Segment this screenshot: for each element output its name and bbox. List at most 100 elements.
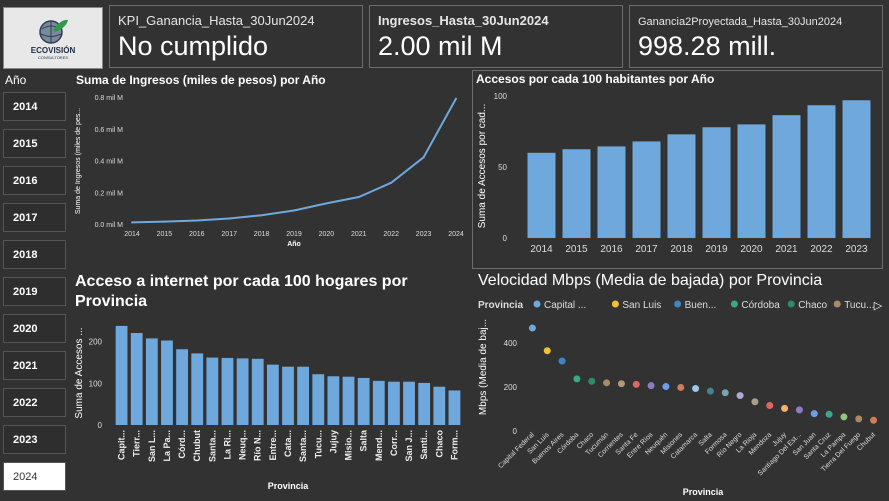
hogares-chart-title: Acceso a internet por cada 100 hogares p… [75, 273, 408, 310]
scatter-point [706, 387, 714, 395]
y-tick-label: 0.0 mil M [95, 222, 124, 229]
year-option-2020[interactable]: 2020 [3, 314, 66, 343]
x-tick-label: 2021 [351, 231, 367, 238]
year-option-2023[interactable]: 2023 [3, 425, 66, 454]
velocidad-scatter-chart: Provincia Capital ... San Luis Buen... Córdo… [478, 300, 883, 497]
scatter-point [528, 324, 536, 332]
legend-entry: Tucu... [844, 300, 874, 311]
x-tick-label: Santi... [419, 430, 429, 460]
scatter-point [855, 415, 863, 423]
bar-province [403, 381, 415, 425]
y-axis-label: Mbps (Media de baj... [478, 319, 489, 415]
year-option-2017[interactable]: 2017 [3, 203, 66, 232]
scatter-point [692, 385, 700, 393]
bar-2019 [702, 127, 731, 238]
kpi-title: Ganancia2Proyectada_Hasta_30Jun2024 [638, 16, 843, 28]
bar-province [145, 338, 158, 425]
bar-province [130, 332, 143, 425]
scatter-point [632, 380, 640, 388]
scatter-point [810, 410, 818, 418]
y-tick-label: 0.4 mil M [95, 159, 124, 166]
bar-province [282, 366, 294, 425]
y-tick-label: 200 [504, 383, 518, 392]
x-tick-label: Jujuy [328, 430, 338, 454]
globe-icon [39, 19, 68, 44]
x-tick-label: Río N... [253, 430, 263, 461]
bar-province [312, 374, 325, 425]
year-option-2016[interactable]: 2016 [3, 166, 66, 195]
x-tick-label: Form... [449, 430, 459, 460]
bar-province [251, 358, 264, 425]
accesos-habitantes-frame [472, 70, 883, 269]
bar-province [357, 377, 370, 425]
bar-2017 [632, 141, 661, 238]
scatter-point [558, 357, 566, 365]
year-option-2014[interactable]: 2014 [3, 92, 66, 121]
ingresos-series-line [131, 98, 457, 224]
x-tick-label: 2016 [189, 231, 205, 238]
scatter-point [825, 410, 833, 418]
bar-province [115, 325, 128, 425]
scatter-point [647, 382, 655, 390]
y-tick-label: 200 [89, 338, 103, 347]
legend-entry: Córdoba [741, 300, 780, 311]
legend-entry: Chaco [798, 300, 827, 311]
year-option-2022[interactable]: 2022 [3, 388, 66, 417]
x-tick-label: Neuq... [238, 430, 248, 460]
bar-province [327, 376, 340, 425]
line-point [390, 181, 393, 184]
kpi-card-ganancia: KPI_Ganancia_Hasta_30Jun2024 No cumplido [109, 5, 363, 68]
legend-next-icon[interactable]: ▷ [874, 300, 883, 312]
x-tick-label: 2021 [775, 244, 798, 255]
x-tick-label: San J... [404, 430, 414, 462]
x-tick-label: 2018 [670, 244, 693, 255]
accesos-habitantes-title: Accesos por cada 100 habitantes por Año [476, 72, 715, 86]
x-tick-label: Chubut [192, 430, 202, 462]
x-tick-label: 2014 [530, 244, 553, 255]
x-tick-label: La Ri... [222, 430, 232, 460]
x-tick-label: 2022 [383, 231, 399, 238]
x-tick-label: Cata... [283, 430, 293, 457]
year-option-2015[interactable]: 2015 [3, 129, 66, 158]
legend-marker [787, 300, 795, 308]
y-axis-label: Suma de Accesos ... [74, 327, 85, 418]
x-axis-label: Provincia [683, 487, 725, 497]
x-tick-label: La Pa... [162, 430, 172, 462]
bar-province [221, 357, 234, 425]
y-tick-label: 400 [504, 339, 518, 348]
x-tick-label: 2020 [740, 244, 763, 255]
bar-province [448, 390, 461, 425]
bar-2015 [562, 149, 591, 238]
x-tick-label: 2019 [286, 231, 302, 238]
accesos-habitantes-bar-chart: 0 50 100 Suma de Accesos por cad... 2014 2015… [477, 92, 871, 255]
logo-subtitle: CONSULTORES [37, 54, 69, 60]
year-option-2019[interactable]: 2019 [3, 277, 66, 306]
kpi-title: Ingresos_Hasta_30Jun2024 [378, 13, 549, 28]
legend-marker [611, 300, 619, 308]
kpi-card-ingresos: Ingresos_Hasta_30Jun2024 2.00 mil M [369, 5, 623, 68]
year-option-2018[interactable]: 2018 [3, 240, 66, 269]
x-tick-label: 2019 [705, 244, 728, 255]
kpi-value: No cumplido [118, 31, 269, 61]
x-tick-label: Santa... [207, 430, 217, 462]
bar-province [191, 353, 204, 425]
year-option-2021[interactable]: 2021 [3, 351, 66, 380]
line-point [455, 97, 457, 100]
bar-province [297, 366, 310, 425]
ingresos-line-chart: 0.0 mil M 0.2 mil M 0.4 mil M 0.6 mil M 0.8 … [75, 95, 464, 248]
kpi-value: 2.00 mil M [378, 31, 503, 61]
scatter-point [662, 383, 670, 391]
x-tick-label: 2017 [635, 244, 658, 255]
y-tick-label: 100 [89, 379, 103, 388]
bar-province [388, 381, 400, 425]
y-tick-label: 0.8 mil M [95, 95, 124, 102]
scatter-point [543, 347, 551, 355]
x-tick-label: 2017 [221, 231, 237, 238]
line-point [228, 217, 231, 220]
scatter-point [751, 398, 759, 406]
bar-2016 [597, 146, 626, 238]
line-point [357, 196, 360, 199]
y-tick-label: 50 [498, 163, 507, 172]
year-option-2024[interactable]: 2024 [3, 462, 66, 491]
scatter-point [840, 413, 848, 421]
